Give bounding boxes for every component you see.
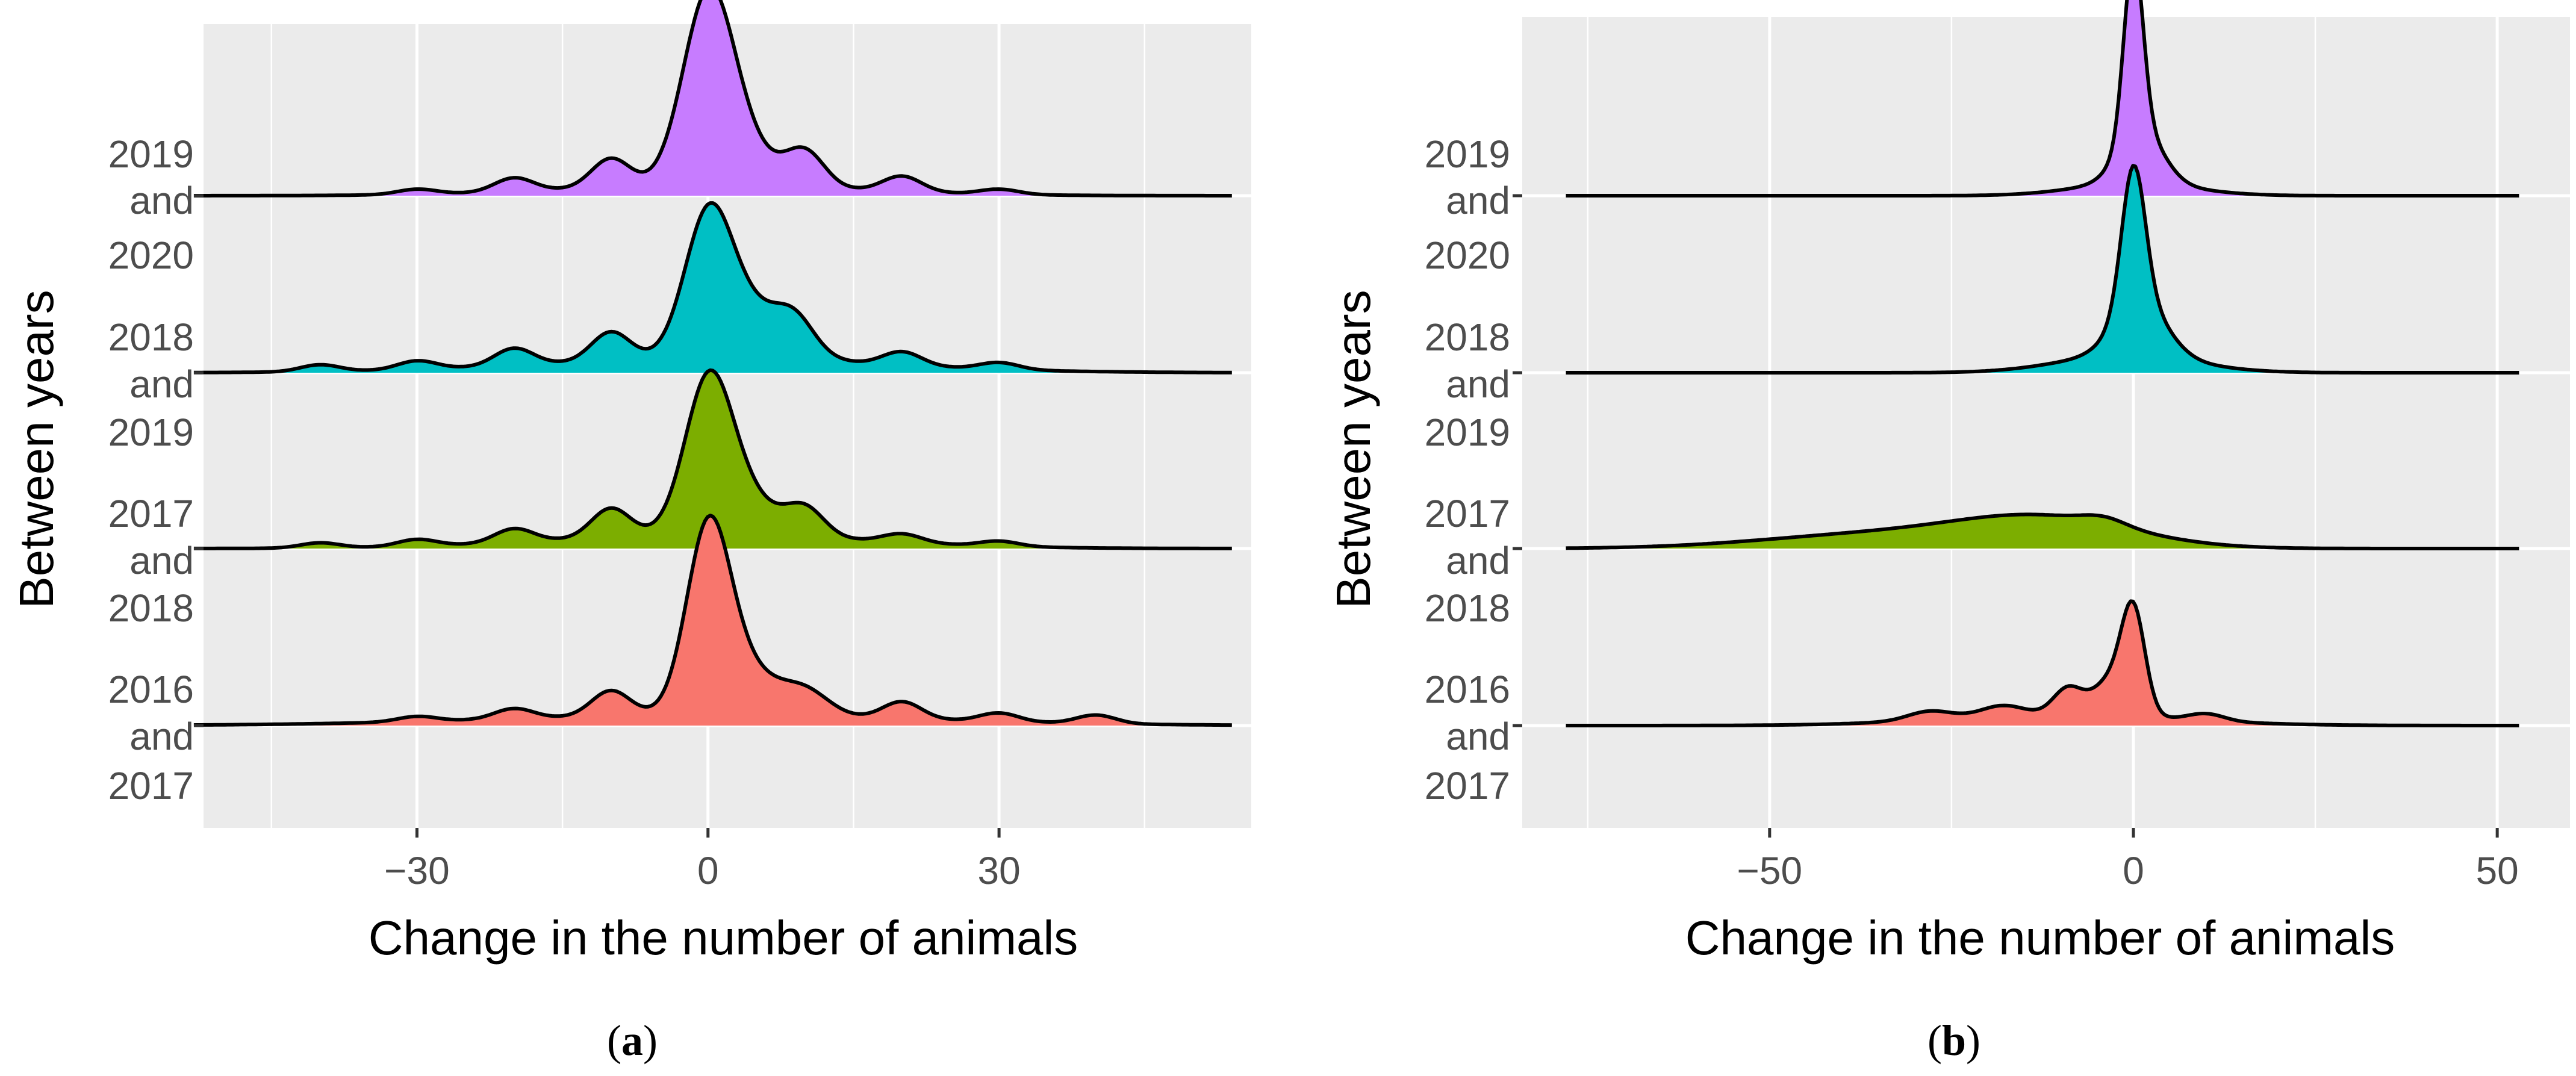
panel-b-y-tick-label: 2018 bbox=[1425, 316, 1510, 359]
panel-b-ridge-line-4 bbox=[1566, 599, 2519, 727]
panel-b-caption: (b) bbox=[1927, 1016, 1980, 1065]
panel-a: 2019and20202018and20192017and20182016and… bbox=[10, 0, 1251, 1065]
panel-b-x-tick-label: 50 bbox=[2476, 849, 2519, 892]
panel-b-y-tick-label: and bbox=[1446, 179, 1510, 222]
panel-b-ridge-line-2 bbox=[1566, 164, 2519, 375]
panel-a-y-tick-label: 2020 bbox=[108, 234, 194, 277]
panel-b-y-tick-label: and bbox=[1446, 715, 1510, 758]
panel-b-y-tick-label: and bbox=[1446, 362, 1510, 406]
panel-a-y-tick-label: and bbox=[129, 539, 194, 582]
panel-a-ridges bbox=[193, 0, 1232, 727]
panel-a-y-tick-label: and bbox=[129, 362, 194, 406]
panel-a-ridge-fill-4 bbox=[193, 515, 1232, 726]
panel-a-y-tick-labels: 2019and20202018and20192017and20182016and… bbox=[108, 132, 204, 807]
panel-a-y-tick-label: and bbox=[129, 715, 194, 758]
panel-a-y-axis-title: Between years bbox=[10, 290, 63, 608]
panel-b: 2019and20202018and20192017and20182016and… bbox=[1327, 0, 2570, 1065]
panel-b-y-tick-label: 2019 bbox=[1425, 411, 1510, 454]
panel-a-ridge-fill-1 bbox=[193, 0, 1232, 196]
panel-a-ridge-line-3 bbox=[193, 368, 1232, 550]
panel-b-x-tick-label: −50 bbox=[1737, 849, 1803, 892]
panel-b-ridge-line-1 bbox=[1566, 0, 2519, 197]
panel-a-y-tick-label: 2016 bbox=[108, 668, 194, 711]
panel-a-y-tick-label: 2019 bbox=[108, 132, 194, 176]
panel-a-ridge-line-4 bbox=[193, 514, 1232, 727]
panel-a-ridge-fill-3 bbox=[193, 370, 1232, 549]
panel-a-y-tick-label: 2017 bbox=[108, 764, 194, 807]
panel-b-ridge-line-3 bbox=[1566, 512, 2519, 550]
panel-a-x-tick-labels: −30 0 30 bbox=[384, 828, 1021, 892]
panel-a-x-axis-title: Change in the number of animals bbox=[369, 911, 1078, 965]
panel-b-background bbox=[1522, 17, 2570, 828]
panel-a-y-tick-label: 2017 bbox=[108, 492, 194, 535]
panel-b-y-tick-label: 2016 bbox=[1425, 668, 1510, 711]
panel-a-caption-letter: a bbox=[621, 1016, 643, 1065]
panel-b-ridges bbox=[1566, 0, 2519, 727]
panel-a-y-tick-label: 2019 bbox=[108, 411, 194, 454]
panel-a-y-tick-label: and bbox=[129, 179, 194, 222]
panel-a-caption: (a) bbox=[607, 1016, 658, 1065]
panel-a-y-tick-label: 2018 bbox=[108, 316, 194, 359]
panel-b-y-tick-label: 2020 bbox=[1425, 234, 1510, 277]
panel-b-y-tick-label: 2019 bbox=[1425, 132, 1510, 176]
panel-a-ridge-line-2 bbox=[193, 201, 1232, 375]
panel-b-y-tick-label: 2017 bbox=[1425, 764, 1510, 807]
panel-b-y-tick-label: and bbox=[1446, 539, 1510, 582]
panel-b-y-axis-title: Between years bbox=[1327, 290, 1380, 608]
panel-b-x-tick-labels: −50 0 50 bbox=[1737, 828, 2519, 892]
panel-b-x-axis-title: Change in the number of animals bbox=[1685, 911, 2395, 965]
panel-b-y-tick-label: 2018 bbox=[1425, 586, 1510, 630]
panel-b-y-tick-label: 2017 bbox=[1425, 492, 1510, 535]
panel-a-ridge-fill-2 bbox=[193, 203, 1232, 373]
panel-b-caption-letter: b bbox=[1942, 1016, 1966, 1065]
panel-b-x-tick-label: 0 bbox=[2123, 849, 2144, 892]
panel-b-y-tick-labels: 2019and20202018and20192017and20182016and… bbox=[1425, 132, 1522, 807]
panel-b-ridge-fill-3 bbox=[1566, 514, 2519, 549]
panel-a-y-tick-label: 2018 bbox=[108, 586, 194, 630]
panel-a-ridge-line-1 bbox=[193, 0, 1232, 197]
panel-a-x-tick-label: −30 bbox=[384, 849, 450, 892]
panel-a-x-tick-label: 0 bbox=[697, 849, 719, 892]
panel-a-x-tick-label: 30 bbox=[978, 849, 1021, 892]
